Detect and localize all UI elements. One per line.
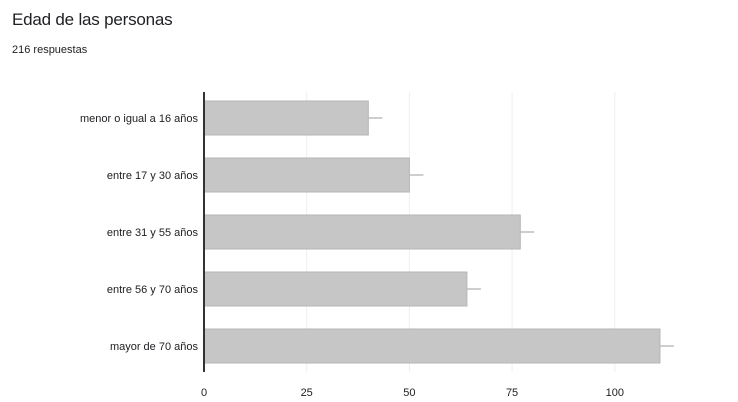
bar [204,101,368,135]
category-label: entre 31 y 55 años [107,227,199,239]
category-label: entre 56 y 70 años [107,284,199,296]
category-label: entre 17 y 30 años [107,170,199,182]
category-labels: menor o igual a 16 años entre 17 y 30 año… [80,113,199,353]
x-tick-label: 50 [403,387,415,399]
bars [204,101,674,363]
category-label: menor o igual a 16 años [80,113,199,125]
bar [204,158,409,192]
x-tick-label: 100 [606,387,624,399]
bar [204,272,467,306]
x-tick-label: 0 [201,387,207,399]
x-tick-label: 75 [506,387,518,399]
bar [204,329,660,363]
category-label: mayor de 70 años [110,341,199,353]
bar [204,215,520,249]
x-tick-label: 25 [301,387,313,399]
x-axis-ticks: 0 25 50 75 100 [201,387,624,399]
